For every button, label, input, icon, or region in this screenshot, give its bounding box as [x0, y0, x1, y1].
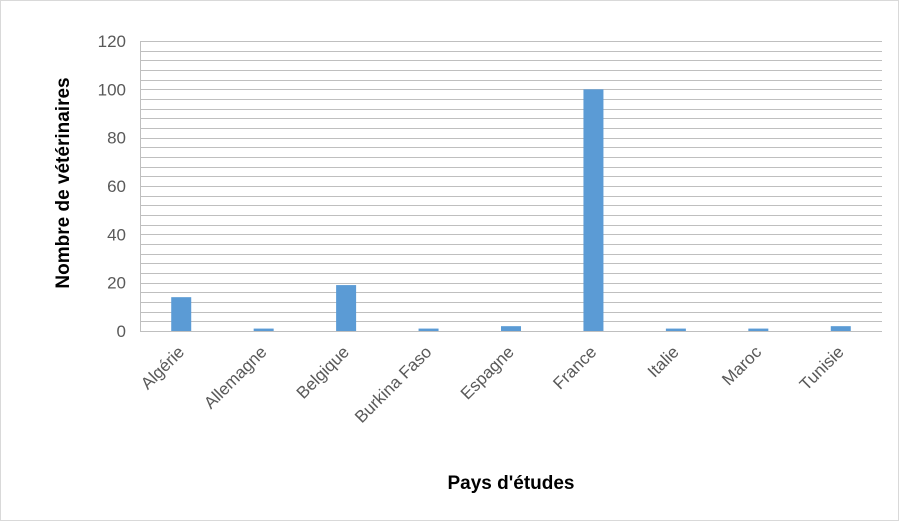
- gridlines: [140, 41, 882, 332]
- bar: [171, 297, 192, 331]
- bar: [418, 328, 439, 331]
- bar: [253, 328, 274, 331]
- y-tick-label: 20: [107, 274, 126, 293]
- y-axis-ticks: 0 20 40 60 80 100 120: [98, 32, 126, 341]
- bar: [748, 328, 769, 331]
- y-tick-label: 120: [98, 32, 126, 51]
- y-tick-label: 80: [107, 129, 126, 148]
- y-axis-title: Nombre de vétérinaires: [53, 77, 74, 288]
- y-tick-label: 40: [107, 225, 126, 244]
- y-tick-label: 100: [98, 80, 126, 99]
- x-tick-label: Algérie: [137, 342, 188, 393]
- bar: [501, 326, 521, 331]
- x-tick-label: France: [549, 342, 600, 393]
- y-tick-label: 0: [117, 322, 126, 341]
- x-tick-label: Maroc: [718, 342, 765, 389]
- y-tick-label: 60: [107, 177, 126, 196]
- x-tick-label: Allemagne: [200, 342, 270, 412]
- bar: [583, 89, 604, 331]
- x-tick-label: Tunisie: [796, 342, 848, 394]
- x-tick-label: Espagne: [457, 342, 518, 403]
- x-tick-label: Burkina Faso: [351, 342, 435, 426]
- bar: [830, 326, 851, 331]
- x-tick-label: Italie: [644, 342, 683, 381]
- x-tick-label: Belgique: [293, 342, 353, 402]
- bar: [336, 285, 357, 331]
- bar: [665, 328, 686, 331]
- bars: [171, 89, 851, 331]
- x-axis-title: Pays d'études: [447, 473, 574, 494]
